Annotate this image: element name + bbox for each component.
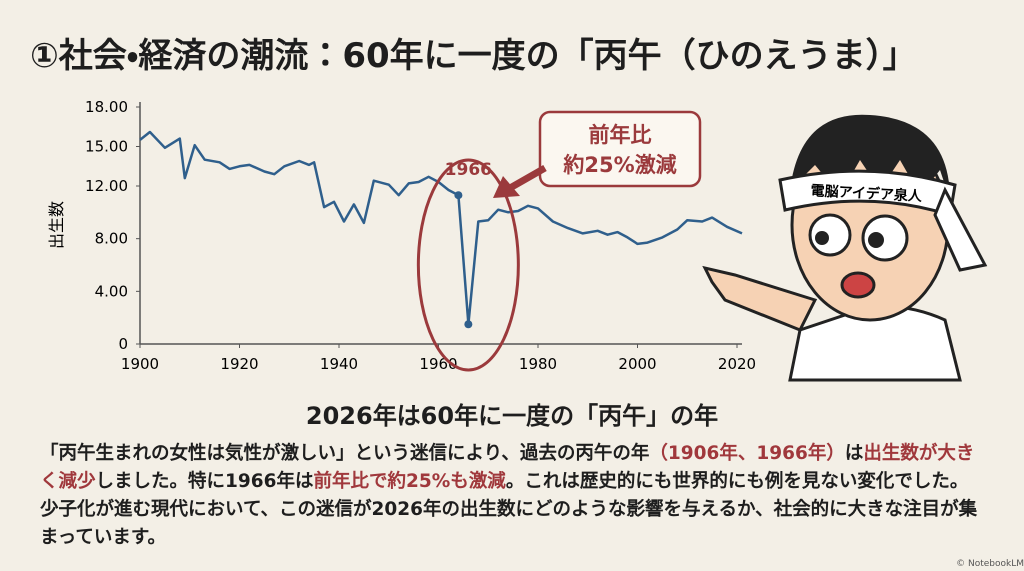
emphasis-text: 前年比で約25%も激減 [313,471,506,492]
x-tick-label: 2020 [718,355,756,373]
y-tick-label: 18.00 [85,98,128,116]
y-tick-label: 0 [118,335,128,353]
body-segment: 。これは歴史的にも世界的にも例を見ない変化でした。少子化が進む現代において、この… [40,471,978,548]
callout-text: 前年比 [589,123,652,147]
y-axis-label: 出生数 [47,201,66,249]
body-segment: は [844,443,864,464]
x-tick-label: 1940 [320,355,358,373]
x-tick-label: 1980 [519,355,557,373]
emphasis-text: 出生数が大きく減少 [40,443,975,492]
annotation-label: 1966 [445,160,492,180]
body-text: 「丙午生まれの女性は気性が激しい」という迷信により、過去の丙午の年（1906年、… [40,440,985,552]
data-line [139,130,743,326]
body-segment: しました。特に1966年は [95,471,314,492]
y-tick-label: 4.00 [95,282,128,300]
callout-arrowhead [493,176,520,198]
y-tick-label: 15.00 [85,138,128,156]
point-marker [464,320,473,329]
chart: 電脳アイデア泉人 0 4.00 8.00 12.00 15.00 18.00 1900 192… [47,98,988,382]
highlight-ellipse [416,158,520,372]
x-tick-label: 1900 [121,355,159,373]
y-tick-label: 12.00 [85,177,128,195]
point-marker [454,191,463,200]
y-tick-label: 8.00 [95,230,128,248]
slide-title: ①社会・経済の潮流：60年に一度の「丙午（ひのえうま）」 [30,36,917,76]
callout-box [538,110,702,188]
x-tick-label: 1920 [220,355,258,373]
emphasis-text: （1906年、1966年） [649,443,845,464]
callout-text: 約25%激減 [562,153,676,177]
callout-arrow [508,164,547,192]
subtitle: 2026年は60年に一度の「丙午」の年 [305,402,719,430]
x-tick-label: 2000 [618,355,656,373]
character [702,114,988,382]
body-segment: 「丙午生まれの女性は気性が激しい」という迷信により、過去の丙午の年 [40,443,650,464]
footer: © NotebookLM [956,559,1024,569]
headband-label: 電脳アイデア泉人 [810,182,923,205]
